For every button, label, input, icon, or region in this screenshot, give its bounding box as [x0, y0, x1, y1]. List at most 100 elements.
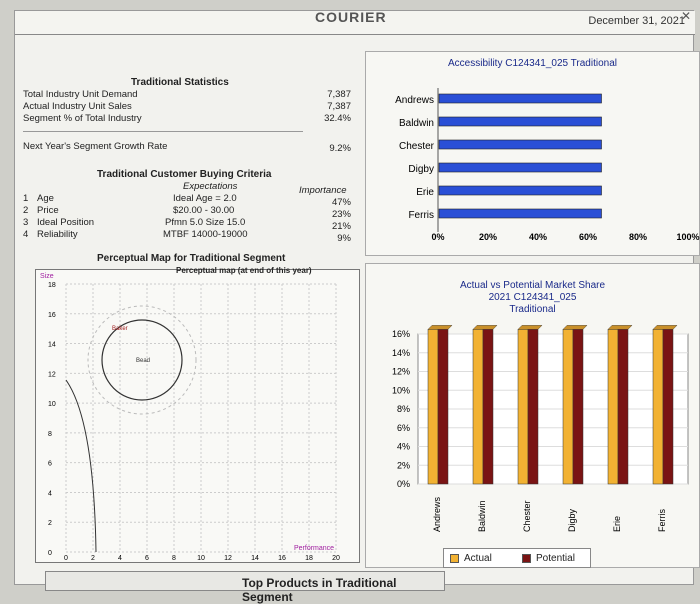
x-tick-label: 8: [172, 555, 176, 562]
category-label: Erie: [612, 516, 622, 532]
ideal-ring: [101, 319, 183, 401]
actual-bar: [652, 329, 664, 485]
report-date: December 31, 2021: [588, 15, 685, 27]
y-tick-label: 14%: [392, 348, 410, 358]
growth-value: 9.2%: [329, 143, 351, 154]
actual-bar: [517, 329, 529, 485]
accessibility-bar: [438, 185, 602, 196]
growth-label: Next Year's Segment Growth Rate: [23, 141, 168, 152]
criteria-importance: 21%: [331, 221, 351, 232]
category-label: Ferris: [408, 210, 434, 221]
bar-top: [517, 325, 543, 330]
product-label: Baker: [112, 326, 128, 332]
y-tick-label: 18: [48, 282, 56, 289]
accessibility-plot: Andrews Baldwin Chester Digby Erie Ferris 0% 20…: [395, 88, 700, 242]
potential-swatch: [522, 554, 531, 563]
perceptual-map-plot: 0 2 4 6 8 10 12 14 16 18 20 0 2 4 6 8 10 12 14 16 18 Size Perf…: [40, 273, 340, 562]
potential-bar: [437, 329, 449, 485]
importance-header: Importance: [299, 185, 347, 196]
x-tick-label: 0%: [431, 232, 444, 242]
accessibility-bar: [438, 162, 602, 173]
x-tick-label: 80%: [629, 232, 647, 242]
criteria-expectation: MTBF 14000-19000: [163, 229, 248, 240]
accessibility-bar: [438, 93, 602, 104]
category-label: Baldwin: [399, 118, 434, 129]
accessibility-bar: [438, 208, 602, 219]
x-tick-label: 14: [251, 555, 259, 562]
x-tick-label: 12: [224, 555, 232, 562]
criteria-num: 2: [23, 205, 29, 216]
top-products-header: Top Products in Traditional Segment: [45, 571, 445, 604]
criteria-name: Price: [37, 205, 59, 216]
accessibility-chart: Accessibility C124341_025 Traditional An…: [365, 51, 700, 256]
x-tick-label: 40%: [529, 232, 547, 242]
y-tick-label: 2: [48, 520, 52, 527]
actual-swatch: [450, 554, 459, 563]
x-tick-label: 16: [278, 555, 286, 562]
x-tick-label: 4: [118, 555, 122, 562]
y-tick-label: 10%: [392, 385, 410, 395]
actual-bar: [607, 329, 619, 485]
y-tick-label: 6: [48, 461, 52, 468]
y-tick-label: 16: [48, 312, 56, 319]
y-tick-label: 12: [48, 371, 56, 378]
actual-bar: [427, 329, 439, 485]
category-label: Digby: [408, 164, 434, 175]
actual-bar: [472, 329, 484, 485]
criteria-importance: 9%: [337, 233, 351, 244]
y-tick-label: 0%: [397, 479, 410, 489]
y-tick-label: 4%: [397, 442, 410, 452]
y-tick-label: 14: [48, 342, 56, 349]
bar-top: [472, 325, 498, 330]
category-label: Chester: [522, 500, 532, 532]
y-tick-label: 10: [48, 401, 56, 408]
perceptual-map: Perceptual map (at end of this year) 0 2 4…: [35, 266, 360, 563]
y-tick-label: 4: [48, 490, 52, 497]
top-products-label: Top Products in Traditional Segment: [242, 576, 397, 604]
category-label: Ferris: [657, 509, 667, 532]
x-tick-label: 10: [197, 555, 205, 562]
category-label: Andrews: [432, 496, 442, 532]
bar-top: [607, 325, 633, 330]
actual-bar: [562, 329, 574, 485]
y-tick-label: 16%: [392, 329, 410, 339]
criteria-title: Traditional Customer Buying Criteria: [97, 169, 272, 180]
stat-value: 7,387: [327, 101, 351, 112]
x-tick-label: 100%: [676, 232, 699, 242]
y-tick-label: 0: [48, 550, 52, 557]
close-icon[interactable]: ✕: [680, 9, 691, 23]
accessibility-title: Accessibility C124341_025 Traditional: [448, 58, 617, 69]
criteria-importance: 47%: [331, 197, 351, 208]
category-label: Baldwin: [477, 500, 487, 532]
report-sheet: COURIER December 31, 2021 ✕ Traditional …: [14, 9, 700, 604]
market-share-chart: Actual vs Potential Market Share 2021 C1…: [365, 263, 700, 568]
product-label: Bead: [136, 358, 150, 364]
expectations-header: Expectations: [183, 181, 238, 192]
criteria-expectation: $20.00 - 30.00: [173, 205, 235, 216]
segment-curve: [65, 379, 97, 553]
criteria-num: 1: [23, 193, 29, 204]
potential-bar: [662, 329, 674, 485]
potential-bar: [617, 329, 629, 485]
x-tick-label: 60%: [579, 232, 597, 242]
potential-bar: [572, 329, 584, 485]
market-title-line1: Actual vs Potential Market Share: [459, 280, 606, 291]
market-title-line2: 2021 C124341_025: [488, 292, 577, 303]
stat-label: Actual Industry Unit Sales: [23, 101, 132, 112]
x-tick-label: 20: [332, 555, 340, 562]
market-legend: Actual Potential: [443, 548, 591, 568]
x-axis-label: Performance: [294, 545, 334, 552]
y-tick-label: 8: [48, 431, 52, 438]
potential-bar: [527, 329, 539, 485]
perceptual-subtitle: Perceptual map (at end of this year): [176, 266, 312, 275]
report-header: COURIER December 31, 2021 ✕: [15, 9, 695, 35]
category-label: Digby: [567, 508, 577, 532]
market-share-plot: 0% 2% 4% 6% 8% 10% 12% 14% 16% Andrews Baldwin Ches…: [392, 325, 689, 532]
legend-potential: Potential: [536, 553, 575, 564]
divider: [23, 131, 303, 132]
outer-ring: [87, 305, 197, 415]
criteria-expectation: Pfmn 5.0 Size 15.0: [165, 217, 246, 228]
criteria-num: 4: [23, 229, 29, 240]
y-axis-label: Size: [40, 273, 54, 280]
criteria-name: Ideal Position: [37, 217, 95, 228]
